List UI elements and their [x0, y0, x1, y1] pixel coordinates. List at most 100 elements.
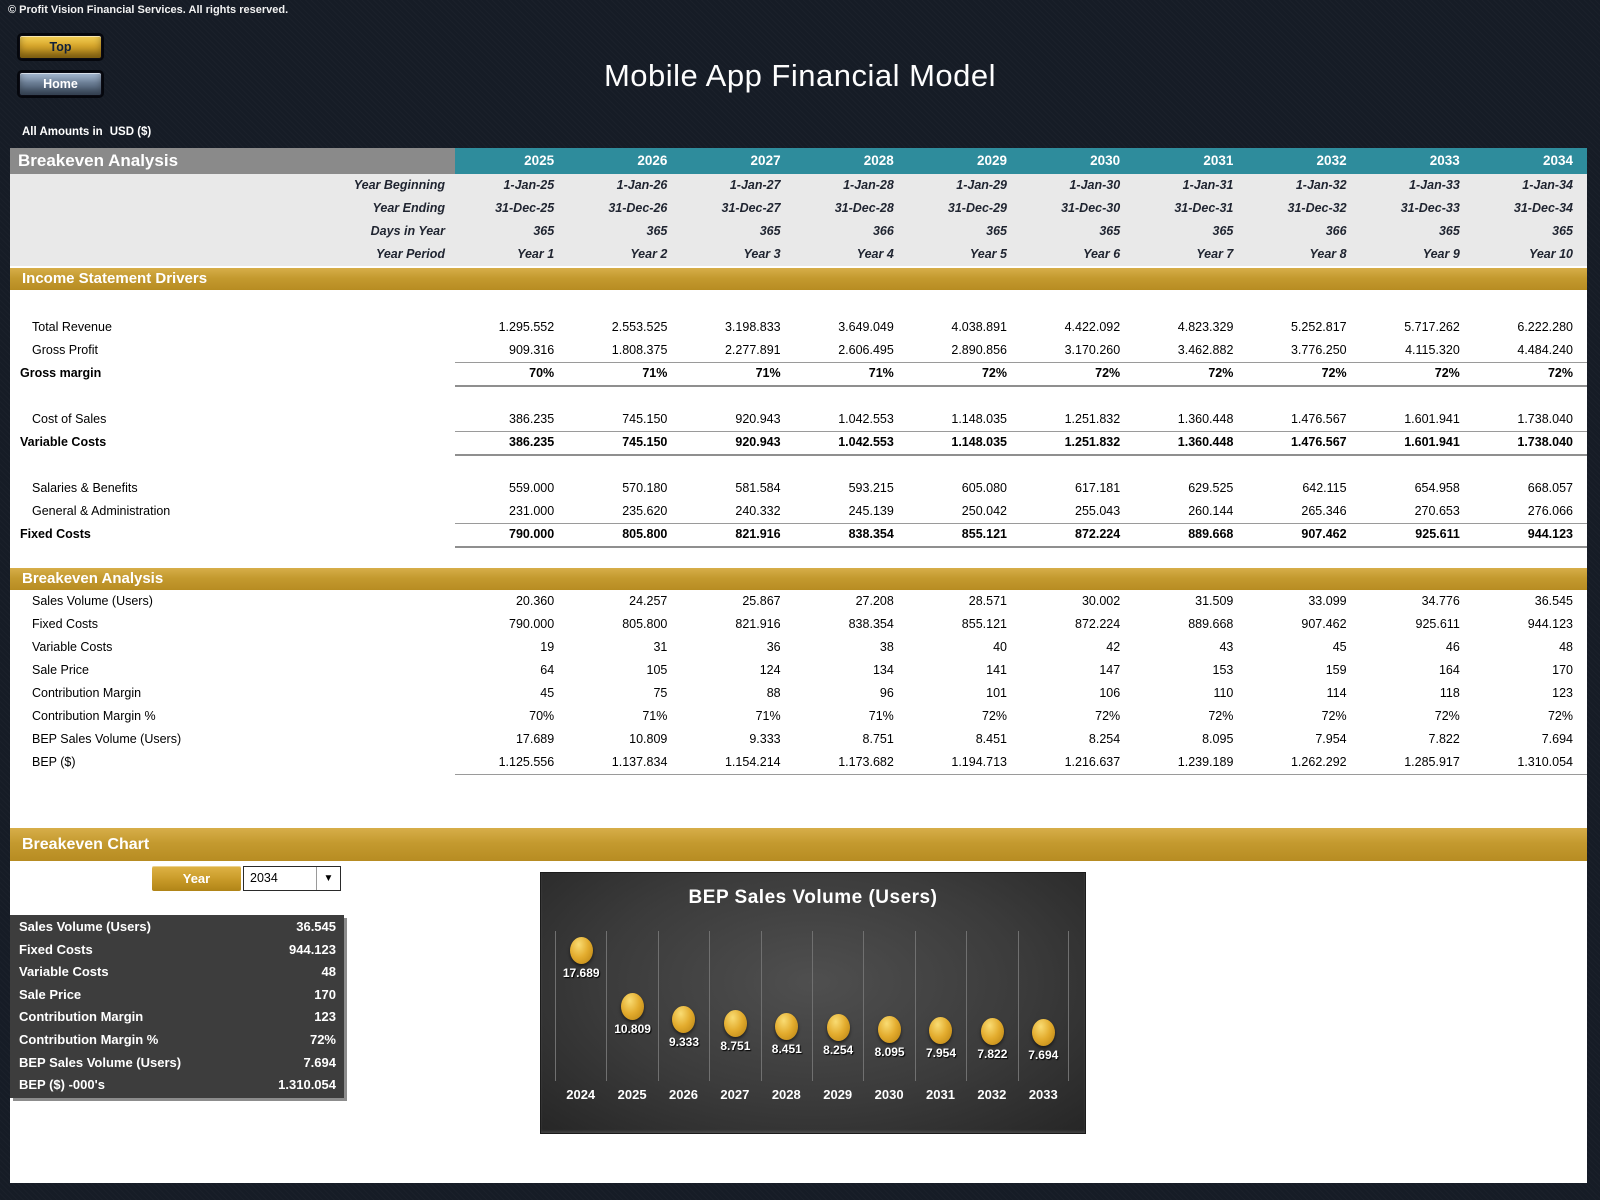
table-row: Sale Price 64 105 124 134 141 147 153 159 164 170: [10, 659, 1587, 682]
value-cell: 105: [646, 663, 668, 677]
table-section-header: Breakeven Analysis: [10, 148, 455, 174]
value-cell: 260.144: [1134, 500, 1248, 524]
meta-row: Days in Year 365 365 365 366 365 365 365 366 365 3…: [10, 220, 1587, 243]
value-cell: 245.139: [794, 500, 908, 524]
chart-value-label: 17.689: [562, 966, 600, 980]
value-cell: 1.137.834: [568, 751, 682, 775]
value-cell: 581.584: [735, 481, 781, 495]
table-row: Fixed Costs 790.000 805.800 821.916 838.354 8…: [10, 613, 1587, 636]
value-cell: 270.653: [1360, 500, 1474, 524]
chart-column: 7.954: [914, 931, 966, 1081]
meta-cell: Year 9: [1422, 247, 1460, 261]
table-row: Gross margin 70% 71% 71% 71% 72% 72% 72% 72% 72% 7…: [10, 362, 1587, 387]
value-cell: 46: [1445, 640, 1460, 654]
chart-axis-label: 2026: [669, 1087, 698, 1102]
chart-value-label: 8.095: [874, 1044, 905, 1059]
meta-cell: 365: [1099, 224, 1121, 238]
value-cell: 134: [872, 663, 894, 677]
value-cell: 920.943: [681, 431, 795, 456]
chart-axis-label: 2032: [977, 1087, 1007, 1102]
summary-row: Variable Costs 48: [10, 961, 344, 984]
meta-cell: 31-Dec-30: [1061, 201, 1121, 215]
meta-cell: Year 3: [743, 247, 781, 261]
value-cell: 5.252.817: [1290, 320, 1347, 334]
table-row: Cost of Sales 386.235 745.150 920.943 1.042.…: [10, 408, 1587, 432]
value-cell: 872.224: [1075, 617, 1121, 631]
chart-value-label: 8.254: [823, 1043, 854, 1058]
value-cell: 72%: [1208, 709, 1234, 723]
year-select[interactable]: 2034 ▼: [243, 866, 341, 891]
home-button[interactable]: Home: [19, 72, 102, 96]
value-cell: 1.042.553: [794, 431, 908, 456]
value-cell: 153: [1212, 663, 1234, 677]
row-label: Contribution Margin %: [32, 709, 156, 723]
summary-panel: Sales Volume (Users) 36.545 Fixed Costs 944…: [10, 915, 344, 1098]
chart-column: 8.751: [709, 931, 760, 1081]
value-cell: 838.354: [848, 617, 894, 631]
summary-label: BEP ($) -000's: [19, 1077, 105, 1093]
value-cell: 909.316: [455, 339, 569, 363]
meta-cell: Year 10: [1528, 247, 1573, 261]
value-cell: 276.066: [1473, 500, 1587, 524]
summary-row: Fixed Costs 944.123: [10, 939, 344, 962]
row-label: BEP ($): [32, 755, 76, 769]
table-meta-rows: Year Beginning 1-Jan-25 1-Jan-26 1-Jan-27 1-…: [10, 174, 1587, 266]
value-cell: 790.000: [509, 617, 555, 631]
meta-cell: 365: [1212, 224, 1234, 238]
dropdown-arrow-icon[interactable]: ▼: [316, 867, 340, 890]
meta-cell: 1-Jan-31: [1182, 178, 1234, 192]
value-cell: 36.545: [1534, 594, 1573, 608]
value-cell: 1.125.556: [455, 751, 569, 775]
value-cell: 9.333: [749, 732, 781, 746]
meta-cell: 31-Dec-27: [721, 201, 781, 215]
year-column-header: 2033: [1360, 148, 1474, 174]
value-cell: 250.042: [907, 500, 1021, 524]
table-row: Total Revenue 1.295.552 2.553.525 3.198.833…: [10, 316, 1587, 339]
value-cell: 745.150: [568, 408, 682, 432]
value-cell: 889.668: [1134, 523, 1248, 548]
year-button[interactable]: Year: [152, 866, 241, 891]
value-cell: 617.181: [1075, 481, 1121, 495]
breakeven-chart-area: Year 2034 ▼ Sales Volume (Users) 36.545 Fi…: [10, 861, 1587, 1183]
amounts-note-prefix: All Amounts in: [22, 126, 103, 138]
meta-row-label: Year Ending: [372, 201, 445, 215]
value-cell: 2.553.525: [611, 320, 668, 334]
year-column-header: 2032: [1247, 148, 1361, 174]
top-button[interactable]: Top: [19, 35, 102, 59]
value-cell: 2.606.495: [794, 339, 908, 363]
table-row: BEP Sales Volume (Users) 17.689 10.809 9.33…: [10, 728, 1587, 751]
meta-cell: 1-Jan-32: [1295, 178, 1347, 192]
value-cell: 889.668: [1188, 617, 1234, 631]
meta-cell: Year 1: [517, 247, 555, 261]
meta-cell: Year 4: [856, 247, 894, 261]
value-cell: 1.251.832: [1020, 408, 1135, 432]
chart-bubble: [621, 993, 645, 1021]
year-column-header: 2034: [1473, 148, 1587, 174]
meta-cell: 366: [1325, 224, 1347, 238]
value-cell: 72%: [1434, 709, 1460, 723]
chart-axis-label: 2029: [823, 1087, 853, 1102]
value-cell: 71%: [681, 362, 795, 387]
value-cell: 28.571: [968, 594, 1007, 608]
summary-value: 7.694: [303, 1054, 336, 1070]
value-cell: 838.354: [794, 523, 908, 548]
value-cell: 72%: [1020, 362, 1135, 387]
meta-cell: 1-Jan-29: [956, 178, 1007, 192]
value-cell: 3.462.882: [1134, 339, 1248, 363]
value-cell: 1.194.713: [907, 751, 1021, 775]
table-row: Contribution Margin % 70% 71% 71% 71% 72% 72% 7…: [10, 705, 1587, 728]
chart-bubble: [826, 1014, 850, 1042]
meta-cell: 31-Dec-33: [1400, 201, 1460, 215]
meta-cell: 365: [759, 224, 781, 238]
value-cell: 72%: [907, 362, 1021, 387]
value-cell: 147: [1099, 663, 1121, 677]
value-cell: 10.809: [629, 732, 668, 746]
value-cell: 821.916: [735, 617, 781, 631]
value-cell: 654.958: [1414, 481, 1460, 495]
chart-bubble: [980, 1017, 1004, 1045]
value-cell: 118: [1439, 686, 1460, 700]
value-cell: 1.262.292: [1247, 751, 1361, 775]
section-bar-income-statement-drivers: Income Statement Drivers: [10, 268, 1587, 290]
selected-year: 2034: [250, 871, 278, 885]
year-column-header: 2028: [794, 148, 908, 174]
